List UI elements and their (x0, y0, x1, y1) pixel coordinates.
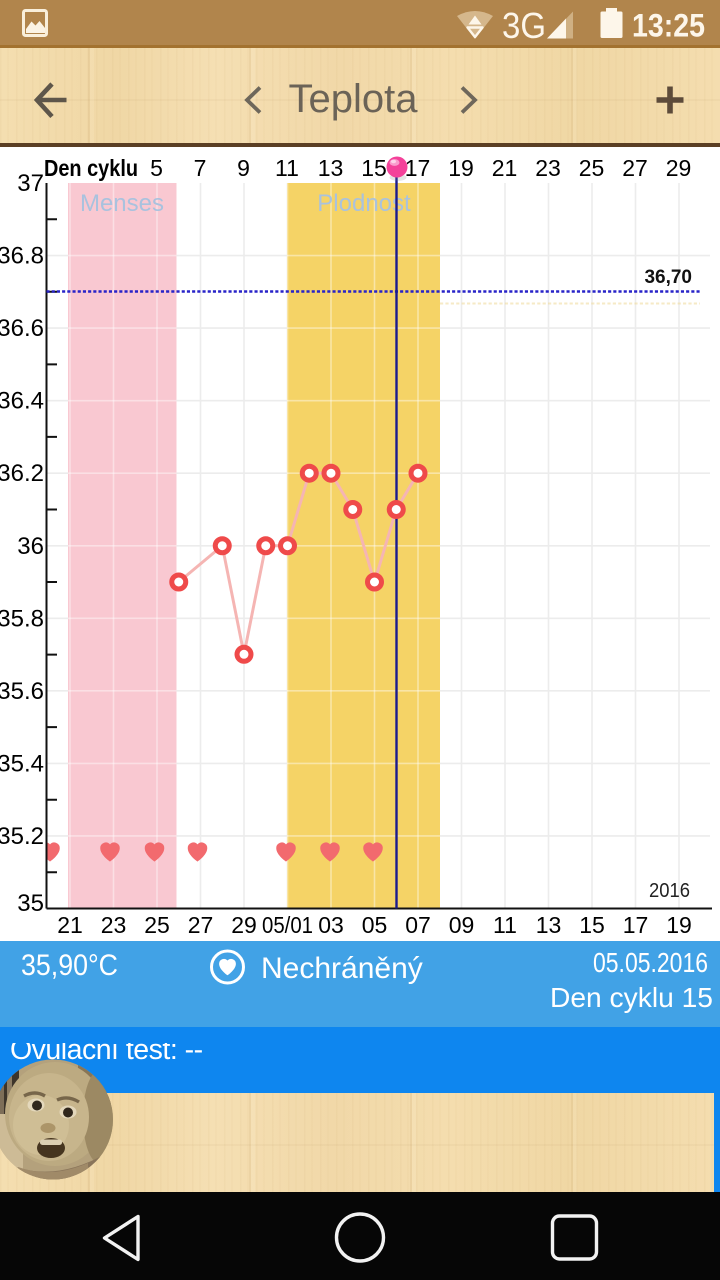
svg-text:21: 21 (57, 912, 83, 938)
svg-text:11: 11 (493, 912, 517, 938)
svg-text:15: 15 (579, 912, 605, 938)
svg-text:36: 36 (17, 533, 44, 560)
svg-text:07: 07 (405, 912, 431, 938)
svg-text:11: 11 (275, 155, 299, 181)
svg-text:17: 17 (623, 912, 649, 938)
svg-text:Teplota: Teplota (289, 77, 419, 121)
svg-text:25: 25 (144, 912, 170, 938)
svg-text:35,90°C: 35,90°C (21, 949, 118, 982)
svg-text:23: 23 (535, 155, 561, 181)
svg-text:Menses: Menses (80, 190, 164, 217)
svg-text:13: 13 (536, 912, 562, 938)
svg-text:15: 15 (361, 155, 387, 181)
svg-text:36.2: 36.2 (0, 460, 44, 487)
svg-text:35.8: 35.8 (0, 605, 44, 632)
svg-text:05: 05 (362, 912, 388, 938)
svg-text:25: 25 (579, 155, 605, 181)
svg-text:09: 09 (449, 912, 475, 938)
svg-text:19: 19 (448, 155, 474, 181)
svg-text:29: 29 (666, 155, 692, 181)
svg-text:27: 27 (622, 155, 648, 181)
svg-text:5: 5 (150, 155, 163, 181)
svg-text:29: 29 (231, 912, 257, 938)
svg-text:37: 37 (17, 170, 44, 197)
svg-text:36,70: 36,70 (644, 267, 692, 288)
svg-text:36.4: 36.4 (0, 388, 44, 415)
svg-text:13: 13 (318, 155, 344, 181)
svg-text:36.6: 36.6 (0, 315, 44, 342)
svg-text:35: 35 (17, 890, 44, 917)
svg-text:36.8: 36.8 (0, 243, 44, 270)
svg-text:2016: 2016 (649, 880, 690, 902)
svg-text:35.4: 35.4 (0, 750, 44, 777)
svg-text:3G: 3G (502, 5, 546, 45)
svg-text:05/01: 05/01 (262, 912, 313, 938)
svg-text:21: 21 (492, 155, 518, 181)
svg-text:35.6: 35.6 (0, 678, 44, 705)
svg-text:05.05.2016: 05.05.2016 (593, 947, 708, 978)
svg-text:19: 19 (666, 912, 692, 938)
svg-text:7: 7 (194, 155, 207, 181)
svg-text:17: 17 (405, 155, 431, 181)
svg-text:Den cyklu: Den cyklu (44, 155, 138, 181)
svg-text:13:25: 13:25 (632, 8, 705, 44)
svg-text:27: 27 (188, 912, 214, 938)
svg-text:23: 23 (101, 912, 127, 938)
svg-text:9: 9 (237, 155, 250, 181)
svg-text:Nechráněný: Nechráněný (261, 952, 423, 985)
svg-text:03: 03 (318, 912, 344, 938)
svg-text:Den cyklu 15: Den cyklu 15 (550, 982, 713, 1013)
svg-text:35.2: 35.2 (0, 823, 44, 850)
